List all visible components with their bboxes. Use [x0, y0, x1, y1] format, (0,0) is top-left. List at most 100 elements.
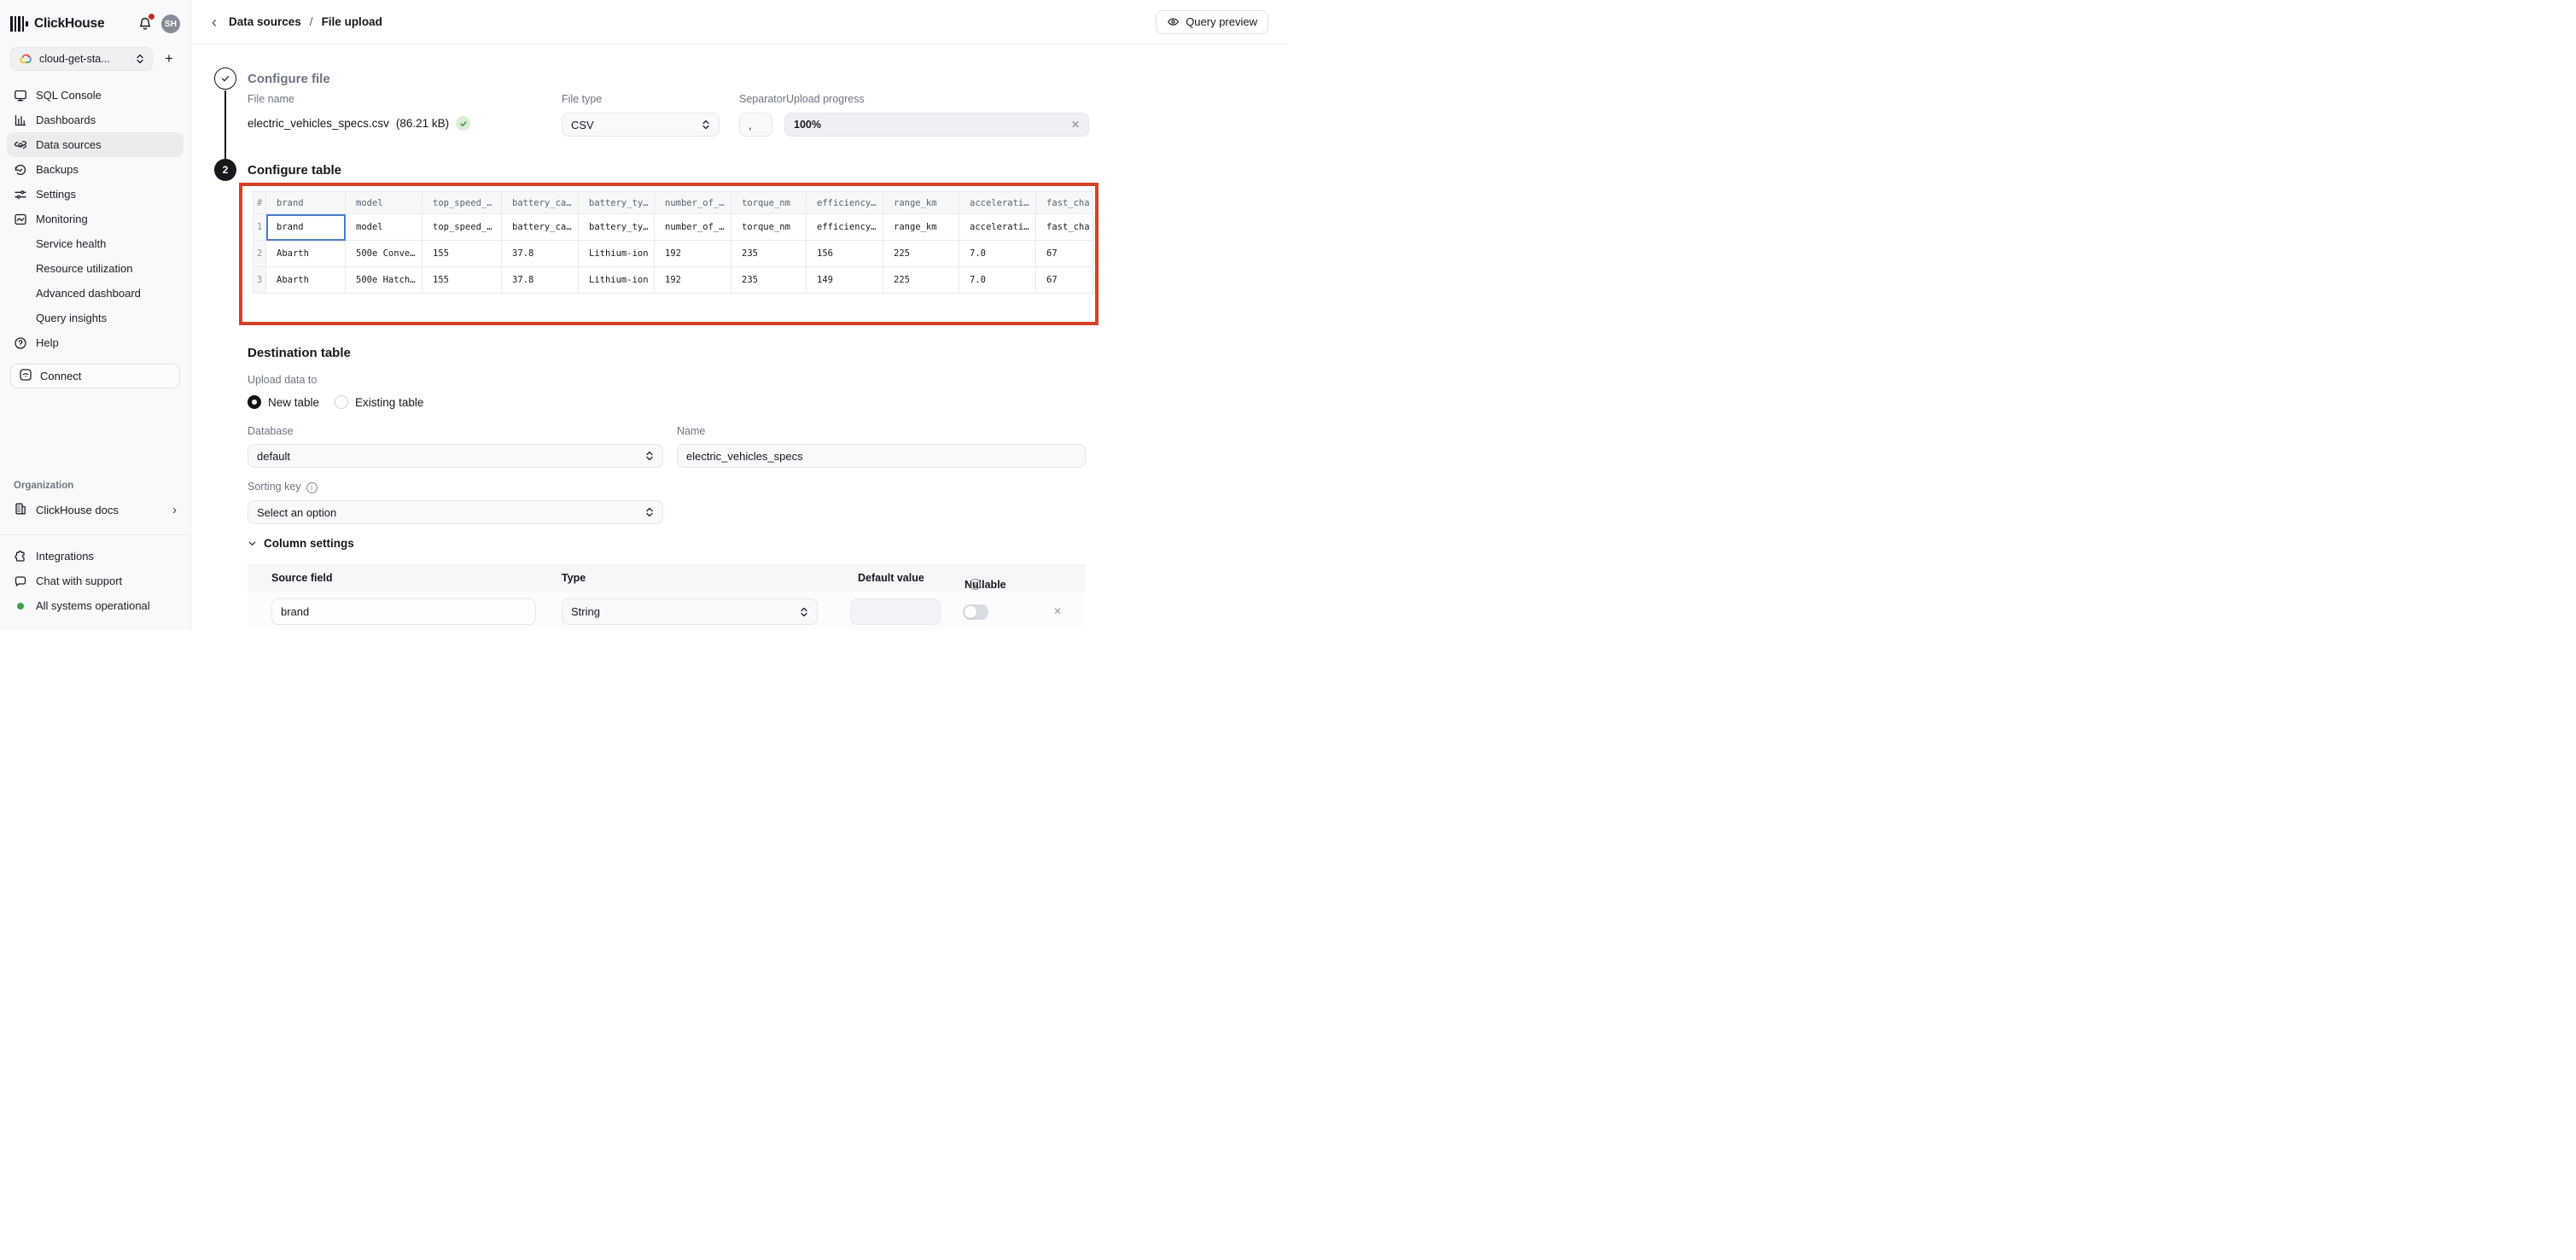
chevron-down-icon [248, 541, 256, 545]
sorting-key-select[interactable]: Select an option [248, 500, 663, 524]
sliders-icon [14, 188, 27, 201]
table-cell[interactable]: top_speed_… [422, 213, 502, 241]
table-cell[interactable]: Lithium-ion [578, 240, 655, 267]
sorting-key-label: Sorting key i [248, 481, 318, 493]
eye-icon [1168, 18, 1180, 26]
workspace-selector[interactable]: cloud-get-sta... [10, 47, 153, 71]
database-select[interactable]: default [248, 444, 663, 468]
table-cell-focused[interactable]: brand [265, 213, 346, 241]
table-cell[interactable]: battery_ty… [578, 213, 655, 241]
table-name-label: Name [677, 425, 706, 437]
table-cell[interactable]: 37.8 [501, 240, 579, 267]
column-settings-row: brand String ✕ [248, 592, 1086, 630]
separator-input[interactable]: , [739, 113, 772, 137]
table-cell[interactable]: 235 [731, 266, 807, 294]
table-cell[interactable]: 155 [422, 266, 502, 294]
table-cell[interactable]: 225 [883, 266, 959, 294]
radio-existing-table[interactable]: Existing table [335, 395, 423, 409]
clear-upload-icon[interactable]: ✕ [1070, 119, 1080, 131]
table-cell[interactable]: 156 [806, 240, 883, 267]
table-cell[interactable]: Abarth [265, 266, 346, 294]
database-label: Database [248, 425, 294, 437]
table-name-input[interactable]: electric_vehicles_specs [677, 444, 1086, 468]
radio-selected-icon[interactable] [248, 395, 261, 409]
radio-new-table[interactable]: New table [248, 395, 319, 409]
table-cell[interactable]: 192 [654, 266, 731, 294]
sidebar-item-backups[interactable]: Backups [7, 157, 184, 182]
notifications-bell-icon[interactable] [137, 14, 154, 32]
stepper-line [224, 90, 226, 159]
connect-icon [19, 368, 32, 384]
type-select[interactable]: String [562, 598, 818, 625]
query-preview-button[interactable]: Query preview [1156, 9, 1268, 34]
col-header: fast_cha [1035, 191, 1093, 214]
table-cell[interactable]: 37.8 [501, 266, 579, 294]
sidebar-item-advanced-dashboard[interactable]: Advanced dashboard [36, 287, 141, 300]
table-cell[interactable]: Abarth [265, 240, 346, 267]
table-cell[interactable]: 149 [806, 266, 883, 294]
file-type-select[interactable]: CSV [562, 113, 720, 137]
table-cell[interactable]: 235 [731, 240, 807, 267]
sidebar-item-monitoring[interactable]: Monitoring [7, 207, 184, 231]
table-cell[interactable]: 500e Hatch… [345, 266, 423, 294]
sidebar-item-resource-utilization[interactable]: Resource utilization [36, 262, 133, 275]
default-value-input[interactable] [850, 598, 941, 625]
toggle-knob [965, 606, 976, 618]
avatar[interactable]: SH [161, 15, 180, 33]
sidebar-item-dashboards[interactable]: Dashboards [7, 108, 184, 132]
system-status[interactable]: All systems operational [7, 593, 184, 618]
radio-unselected-icon[interactable] [335, 395, 349, 409]
table-cell[interactable]: 7.0 [959, 266, 1036, 294]
table-cell[interactable]: torque_nm [731, 213, 807, 241]
sidebar-item-chat-support[interactable]: Chat with support [7, 569, 184, 593]
col-header: accelerati… [959, 191, 1036, 214]
source-field-input[interactable]: brand [271, 598, 536, 625]
sidebar-item-service-health[interactable]: Service health [36, 237, 107, 250]
table-cell[interactable]: 7.0 [959, 240, 1036, 267]
breadcrumb-data-sources[interactable]: Data sources [229, 15, 301, 28]
source-field-header: Source field [271, 572, 333, 584]
table-cell[interactable]: efficiency… [806, 213, 883, 241]
sidebar-item-settings[interactable]: Settings [7, 182, 184, 207]
sidebar-item-query-insights[interactable]: Query insights [36, 312, 108, 324]
sidebar-item-sql-console[interactable]: SQL Console [7, 83, 184, 108]
line-chart-icon [14, 213, 27, 226]
remove-column-icon[interactable]: ✕ [1053, 605, 1063, 617]
topbar: ‹ Data sources / File upload Query previ… [191, 0, 1288, 44]
table-cell[interactable]: 500e Conve… [345, 240, 423, 267]
separator-label: Separator [739, 93, 786, 105]
table-cell[interactable]: fast_cha [1035, 213, 1093, 241]
table-cell[interactable]: 192 [654, 240, 731, 267]
table-cell[interactable]: 67 [1035, 240, 1093, 267]
history-icon [14, 163, 27, 177]
puzzle-icon [14, 550, 27, 563]
table-cell[interactable]: 67 [1035, 266, 1093, 294]
sidebar-item-data-sources[interactable]: Data sources [7, 132, 184, 157]
orbit-icon [14, 138, 27, 152]
back-chevron-icon[interactable]: ‹ [212, 13, 217, 31]
preview-table: # brand model top_speed_… battery_ca… ba… [253, 191, 1093, 294]
file-name-value: electric_vehicles_specs.csv (86.21 kB) [248, 116, 471, 131]
table-cell[interactable]: Lithium-ion [578, 266, 655, 294]
sidebar-item-clickhouse-docs[interactable]: ClickHouse docs › [7, 498, 184, 522]
table-cell[interactable]: number_of_… [654, 213, 731, 241]
info-icon: i [306, 481, 318, 493]
upload-progress-label: Upload progress [786, 93, 865, 105]
add-service-button[interactable]: + [165, 50, 173, 67]
table-cell[interactable]: accelerati… [959, 213, 1036, 241]
nullable-toggle[interactable] [963, 604, 988, 620]
table-cell[interactable]: 225 [883, 240, 959, 267]
connect-button[interactable]: Connect [10, 364, 180, 388]
column-settings-toggle[interactable]: Column settings [248, 537, 354, 550]
table-cell[interactable]: model [345, 213, 423, 241]
upload-success-check-icon [456, 116, 471, 131]
bar-chart-icon [14, 114, 27, 127]
workspace-name: cloud-get-sta... [39, 53, 110, 65]
sidebar-item-integrations[interactable]: Integrations [7, 544, 184, 569]
chevron-right-icon: › [172, 503, 177, 517]
sidebar-item-help[interactable]: Help [7, 330, 184, 355]
table-cell[interactable]: range_km [883, 213, 959, 241]
table-cell[interactable]: battery_ca… [501, 213, 579, 241]
chevron-updown-icon [646, 451, 653, 461]
table-cell[interactable]: 155 [422, 240, 502, 267]
